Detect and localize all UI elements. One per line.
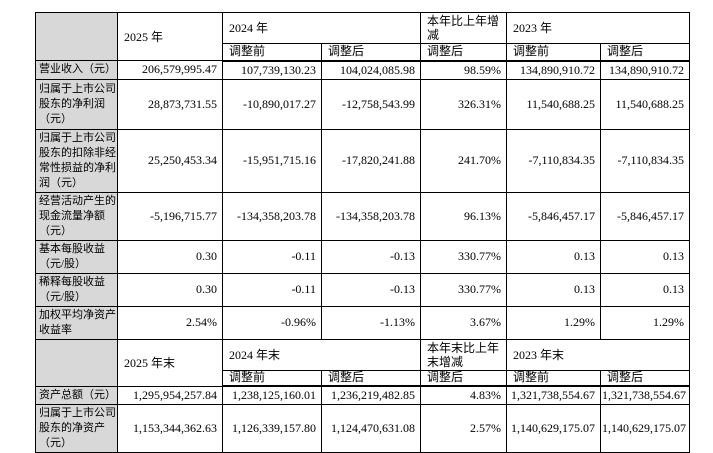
row-diluted-eps: 稀释每股收益（元/股） 0.30 -0.11 -0.13 330.77% 0.1… [35,272,691,307]
cell-2024-after: -12,758,543.99 [320,78,422,130]
cell-2023-after: 1,321,738,554.67 [600,385,691,405]
cell-2023-after: 1,140,629,175.07 [600,404,691,453]
cell-2024-before: -134,358,203.78 [222,191,322,241]
row-label: 经营活动产生的现金流量净额（元） [35,191,118,241]
cell-change: 330.77% [420,239,508,274]
s2-corner-blank-cell [35,338,118,387]
cell-2023-before: 11,540,688.25 [506,78,602,130]
cell-2023-after: -5,846,457.17 [600,191,691,241]
s1-sub-change-after: 调整后 [420,43,508,62]
s1-sub-2023-before: 调整前 [506,43,602,62]
s2-header-2025: 2025 年末 [117,338,223,387]
cell-2024-before: 1,238,125,160.01 [222,385,322,405]
cell-2023-before: 1,321,738,554.67 [506,385,602,405]
cell-2025: 0.30 [117,239,223,274]
row-label: 加权平均净资产收益率 [35,305,118,340]
s2-sub-2024-before: 调整前 [222,369,322,387]
cell-2023-before: -7,110,834.35 [506,128,602,193]
s2-sub-2024-after: 调整后 [320,369,422,387]
row-basic-eps: 基本每股收益（元/股） 0.30 -0.11 -0.13 330.77% 0.1… [35,239,691,274]
cell-2023-before: 0.13 [506,272,602,307]
row-total-assets: 资产总额（元） 1,295,954,257.84 1,238,125,160.0… [35,385,691,405]
s1-header-year-row: 2025 年 2024 年 本年比上年增减 2023 年 [35,12,691,61]
cell-2024-after: -134,358,203.78 [320,191,422,241]
cell-change: 4.83% [420,385,508,405]
cell-2024-after: 104,024,085.98 [320,60,422,80]
cell-2024-before: -0.11 [222,239,322,274]
cell-2024-after: -0.13 [320,239,422,274]
cell-change: 96.13% [420,191,508,241]
cell-2025: 28,873,731.55 [117,78,223,130]
cell-2024-before: -15,951,715.16 [222,128,322,193]
cell-2023-before: 1,140,629,175.07 [506,404,602,453]
cell-2023-before: 1.29% [506,305,602,340]
row-label: 归属于上市公司股东的净资产（元） [35,404,118,453]
cell-2023-before: 0.13 [506,239,602,274]
cell-2023-before: -5,846,457.17 [506,191,602,241]
cell-2024-after: 1,236,219,482.85 [320,385,422,405]
financial-summary-table: 2025 年 2024 年 本年比上年增减 2023 年 调整前 调整后 调整后… [35,12,691,453]
s1-header-2025: 2025 年 [117,12,223,61]
cell-2023-before: 134,890,910.72 [506,60,602,80]
cell-2024-before: 1,126,339,157.80 [222,404,322,453]
row-label: 稀释每股收益（元/股） [35,272,118,307]
row-net-assets-attributable: 归属于上市公司股东的净资产（元） 1,153,344,362.63 1,126,… [35,404,691,453]
s2-header-change: 本年末比上年末增减 [420,338,508,371]
row-label: 资产总额（元） [35,385,118,405]
s2-sub-2023-after: 调整后 [600,369,691,387]
cell-2025: 206,579,995.47 [117,60,223,80]
cell-2025: 25,250,453.34 [117,128,223,193]
cell-2024-after: -1.13% [320,305,422,340]
cell-2024-before: -10,890,017.27 [222,78,322,130]
s2-sub-change-after: 调整后 [420,369,508,387]
row-operating-cash-flow: 经营活动产生的现金流量净额（元） -5,196,715.77 -134,358,… [35,191,691,241]
s2-header-2023: 2023 年末 [506,338,691,371]
cell-2024-before: 107,739,130.23 [222,60,322,80]
cell-2025: 1,295,954,257.84 [117,385,223,405]
cell-change: 330.77% [420,272,508,307]
cell-2024-after: -0.13 [320,272,422,307]
cell-2023-after: 134,890,910.72 [600,60,691,80]
cell-change: 2.57% [420,404,508,453]
s2-header-sub-row: 调整前 调整后 调整后 调整前 调整后 [36,369,691,387]
s1-sub-2024-after: 调整后 [320,43,422,62]
s1-header-2023: 2023 年 [506,12,691,44]
s1-sub-2023-after: 调整后 [600,43,691,62]
cell-2024-before: -0.11 [222,272,322,307]
s2-header-2024: 2024 年末 [221,338,422,371]
row-label: 基本每股收益（元/股） [35,239,118,274]
cell-2023-after: 1.29% [600,305,691,340]
cell-2024-after: -17,820,241.88 [320,128,422,193]
cell-2025: 1,153,344,362.63 [117,404,223,453]
s2-sub-2023-before: 调整前 [506,369,602,387]
row-weighted-avg-roe: 加权平均净资产收益率 2.54% -0.96% -1.13% 3.67% 1.2… [35,305,691,340]
s1-header-2024: 2024 年 [221,12,422,44]
cell-2024-after: 1,124,470,631.08 [320,404,422,453]
cell-2023-after: -7,110,834.35 [600,128,691,193]
row-label: 归属于上市公司股东的扣除非经常性损益的净利润（元） [35,128,118,193]
s1-sub-2024-before: 调整前 [222,43,322,62]
cell-2025: 2.54% [117,305,223,340]
s2-header-year-row: 2025 年末 2024 年末 本年末比上年末增减 2023 年末 [35,338,691,387]
cell-change: 241.70% [420,128,508,193]
row-net-profit-excl-non-recurring: 归属于上市公司股东的扣除非经常性损益的净利润（元） 25,250,453.34 … [35,128,691,193]
row-operating-revenue: 营业收入（元） 206,579,995.47 107,739,130.23 10… [35,60,691,80]
row-net-profit: 归属于上市公司股东的净利润（元） 28,873,731.55 -10,890,0… [35,78,691,130]
cell-change: 3.67% [420,305,508,340]
s1-header-sub-row: 调整前 调整后 调整后 调整前 调整后 [36,43,691,62]
cell-2024-before: -0.96% [222,305,322,340]
row-label: 归属于上市公司股东的净利润（元） [35,78,118,130]
cell-2023-after: 0.13 [600,272,691,307]
s1-header-change: 本年比上年增减 [420,12,508,44]
s1-corner-blank-cell [35,12,118,61]
cell-2025: -5,196,715.77 [117,191,223,241]
cell-2023-after: 0.13 [600,239,691,274]
cell-2023-after: 11,540,688.25 [600,78,691,130]
row-label: 营业收入（元） [35,60,118,80]
cell-change: 326.31% [420,78,508,130]
cell-change: 98.59% [420,60,508,80]
cell-2025: 0.30 [117,272,223,307]
